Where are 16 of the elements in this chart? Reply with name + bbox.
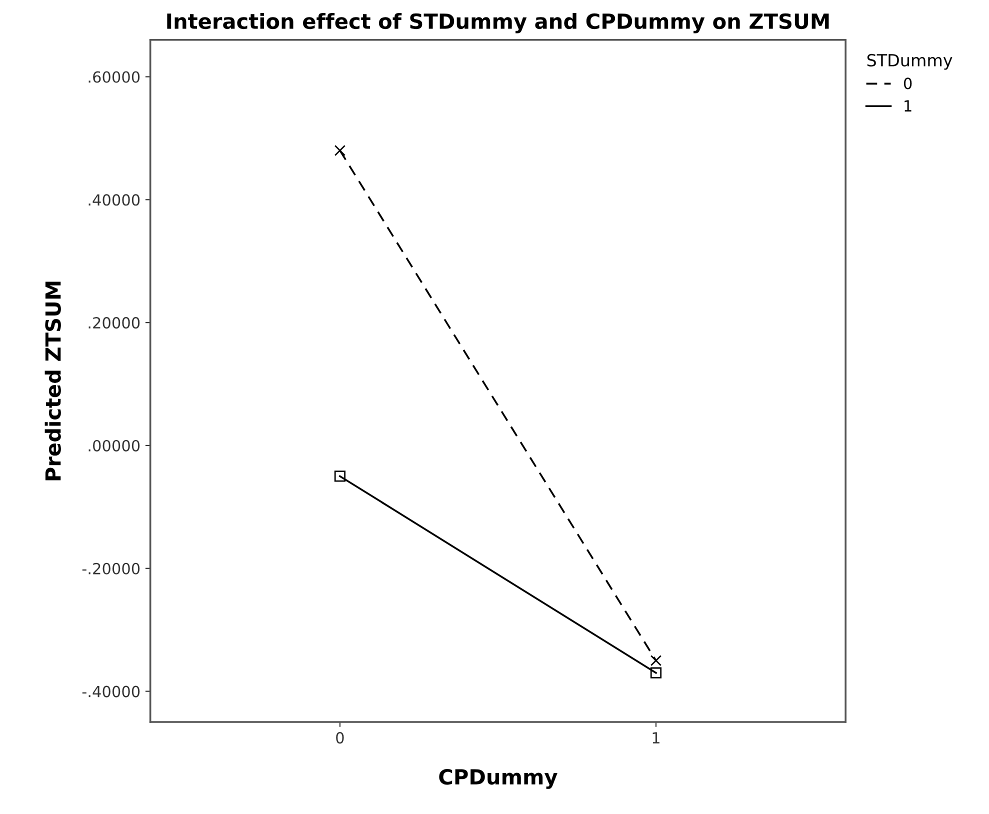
y-tick-label: .40000 — [88, 194, 140, 206]
legend-label: 1 — [904, 100, 912, 112]
y-tick-label: .60000 — [88, 71, 140, 83]
y-tick-label: .20000 — [88, 317, 140, 329]
point — [334, 470, 346, 482]
legend-title: STDummy — [867, 54, 952, 70]
point — [650, 667, 662, 678]
legend-label: 0 — [904, 78, 912, 90]
y-tick-label: -.40000 — [82, 686, 140, 698]
point — [334, 144, 346, 156]
y-axis-title: Predicted ZTSUM — [44, 282, 61, 480]
x-axis-title: CPDummy — [439, 768, 558, 789]
y-tick-label: -.20000 — [82, 562, 140, 574]
chart-title: Interaction effect of STDummy and CPDummy on ZTSUM — [167, 12, 829, 34]
point — [650, 655, 662, 666]
y-tick-label: .00000 — [88, 440, 140, 452]
